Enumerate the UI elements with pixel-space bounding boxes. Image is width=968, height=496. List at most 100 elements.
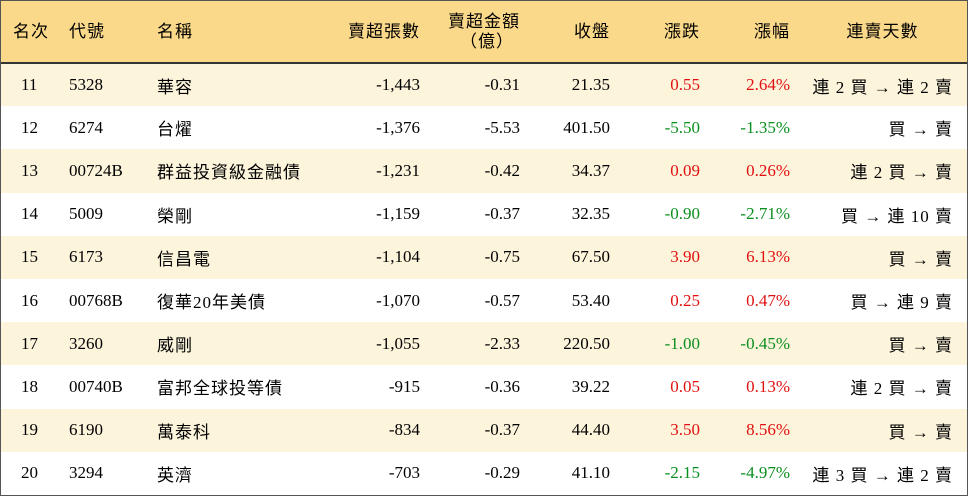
- header-sell-amount-line2: （億）: [460, 31, 514, 51]
- cell-change: 0.55: [670, 75, 700, 95]
- header-sell-streak[interactable]: 連賣天數: [798, 1, 967, 64]
- cell-code: 5009: [69, 204, 103, 224]
- cell-close: 401.50: [563, 117, 610, 137]
- cell-sell-streak: 買 → 賣: [888, 336, 953, 356]
- cell-sell-amount: -0.42: [484, 160, 520, 180]
- cell-code: 3294: [69, 463, 103, 483]
- table-row[interactable]: 11 5328 華容 -1,443 -0.31 21.35 0.55 2.64% 連 2 買 →…: [1, 63, 967, 107]
- table-row[interactable]: 19 6190 萬泰科 -834 -0.37 44.40 3.50 8.56% 買 → 賣: [1, 408, 967, 452]
- cell-sell-streak: 連 2 買 → 賣: [850, 163, 953, 183]
- cell-name: 台燿: [157, 120, 193, 140]
- cell-rank: 18: [21, 376, 38, 396]
- cell-sell-streak: 連 3 買 → 連 2 賣: [812, 465, 953, 485]
- cell-sell-shares: -1,231: [376, 160, 420, 180]
- cell-close: 53.40: [571, 290, 610, 310]
- cell-sell-shares: -1,055: [376, 333, 420, 353]
- cell-change: 0.05: [670, 376, 700, 396]
- cell-sell-shares: -1,104: [376, 247, 420, 267]
- header-rank[interactable]: 名次: [1, 1, 61, 64]
- cell-sell-streak: 連 2 買 → 連 2 賣: [812, 77, 953, 97]
- cell-close: 39.22: [571, 376, 610, 396]
- cell-sell-amount: -0.37: [484, 420, 520, 440]
- cell-change: 0.25: [670, 290, 700, 310]
- cell-change-pct: 2.64%: [746, 75, 790, 95]
- cell-sell-shares: -703: [388, 463, 420, 483]
- cell-sell-amount: -0.29: [484, 463, 520, 483]
- header-sell-amount[interactable]: 賣超金額 （億）: [428, 1, 528, 64]
- cell-change: -5.50: [664, 117, 700, 137]
- cell-sell-streak: 買 → 賣: [888, 422, 953, 442]
- cell-sell-streak: 買 → 賣: [888, 120, 953, 140]
- cell-rank: 14: [21, 204, 38, 224]
- cell-sell-shares: -1,159: [376, 204, 420, 224]
- cell-sell-amount: -0.37: [484, 204, 520, 224]
- table-row[interactable]: 12 6274 台燿 -1,376 -5.53 401.50 -5.50 -1.35% 買 → …: [1, 106, 967, 150]
- cell-sell-streak: 連 2 買 → 賣: [850, 379, 953, 399]
- cell-change-pct: 0.13%: [746, 376, 790, 396]
- cell-name: 英濟: [157, 465, 193, 485]
- cell-name: 富邦全球投等債: [157, 379, 283, 399]
- header-sell-amount-line1: 賣超金額: [448, 11, 520, 31]
- cell-code: 6190: [69, 420, 103, 440]
- cell-code: 3260: [69, 333, 103, 353]
- cell-change-pct: 6.13%: [746, 247, 790, 267]
- header-change-pct[interactable]: 漲幅: [708, 1, 798, 64]
- table-body: 11 5328 華容 -1,443 -0.31 21.35 0.55 2.64% 連 2 買 →…: [1, 63, 967, 495]
- cell-close: 220.50: [563, 333, 610, 353]
- cell-change-pct: -1.35%: [740, 117, 790, 137]
- cell-sell-shares: -1,376: [376, 117, 420, 137]
- cell-sell-streak: 買 → 賣: [888, 249, 953, 269]
- cell-change-pct: -4.97%: [740, 463, 790, 483]
- table-row[interactable]: 15 6173 信昌電 -1,104 -0.75 67.50 3.90 6.13% 買 → 賣: [1, 235, 967, 279]
- table-row[interactable]: 18 00740B 富邦全球投等債 -915 -0.36 39.22 0.05 0.13% 連 …: [1, 365, 967, 409]
- cell-name: 信昌電: [157, 249, 211, 269]
- cell-code: 00740B: [69, 376, 123, 396]
- table-row[interactable]: 14 5009 榮剛 -1,159 -0.37 32.35 -0.90 -2.71% 買 → 連…: [1, 192, 967, 236]
- cell-rank: 13: [21, 160, 38, 180]
- header-sell-shares[interactable]: 賣超張數: [328, 1, 428, 64]
- cell-name: 榮剛: [157, 206, 193, 226]
- cell-change: 3.50: [670, 420, 700, 440]
- cell-rank: 19: [21, 420, 38, 440]
- cell-close: 41.10: [571, 463, 610, 483]
- table-header-row: 名次 代號 名稱 賣超張數 賣超金額 （億） 收盤 漲跌 漲幅 連賣天數: [1, 1, 967, 64]
- cell-change: -0.90: [664, 204, 700, 224]
- cell-rank: 15: [21, 247, 38, 267]
- cell-sell-streak: 買 → 連 10 賣: [841, 206, 953, 226]
- cell-sell-shares: -1,070: [376, 290, 420, 310]
- cell-name: 群益投資級金融債: [157, 163, 301, 183]
- cell-rank: 16: [21, 290, 38, 310]
- cell-code: 00724B: [69, 160, 123, 180]
- cell-code: 5328: [69, 75, 103, 95]
- cell-name: 萬泰科: [157, 422, 211, 442]
- cell-change: 0.09: [670, 160, 700, 180]
- cell-change-pct: -0.45%: [740, 333, 790, 353]
- cell-sell-shares: -915: [388, 376, 420, 396]
- cell-rank: 20: [21, 463, 38, 483]
- table-row[interactable]: 13 00724B 群益投資級金融債 -1,231 -0.42 34.37 0.09 0.26…: [1, 149, 967, 193]
- header-close[interactable]: 收盤: [528, 1, 618, 64]
- cell-close: 34.37: [571, 160, 610, 180]
- table-row[interactable]: 16 00768B 復華20年美債 -1,070 -0.57 53.40 0.25 0.47%…: [1, 278, 967, 323]
- cell-sell-amount: -0.57: [484, 290, 520, 310]
- cell-sell-streak: 買 → 連 9 賣: [850, 293, 953, 313]
- header-code[interactable]: 代號: [61, 1, 143, 64]
- header-name[interactable]: 名稱: [143, 1, 328, 64]
- cell-sell-amount: -5.53: [484, 117, 520, 137]
- cell-sell-shares: -834: [388, 420, 420, 440]
- table-row[interactable]: 20 3294 英濟 -703 -0.29 41.10 -2.15 -4.97% 連 3 買 →…: [1, 451, 967, 495]
- header-change[interactable]: 漲跌: [618, 1, 708, 64]
- cell-name: 華容: [157, 77, 193, 97]
- cell-code: 6173: [69, 247, 103, 267]
- cell-sell-amount: -0.36: [484, 376, 520, 396]
- cell-change-pct: 0.26%: [746, 160, 790, 180]
- table-row[interactable]: 17 3260 威剛 -1,055 -2.33 220.50 -1.00 -0.45% 買 → …: [1, 322, 967, 366]
- cell-sell-amount: -0.31: [484, 75, 520, 95]
- cell-name: 威剛: [157, 336, 193, 356]
- cell-close: 44.40: [571, 420, 610, 440]
- cell-close: 67.50: [571, 247, 610, 267]
- cell-rank: 17: [21, 333, 38, 353]
- cell-close: 32.35: [571, 204, 610, 224]
